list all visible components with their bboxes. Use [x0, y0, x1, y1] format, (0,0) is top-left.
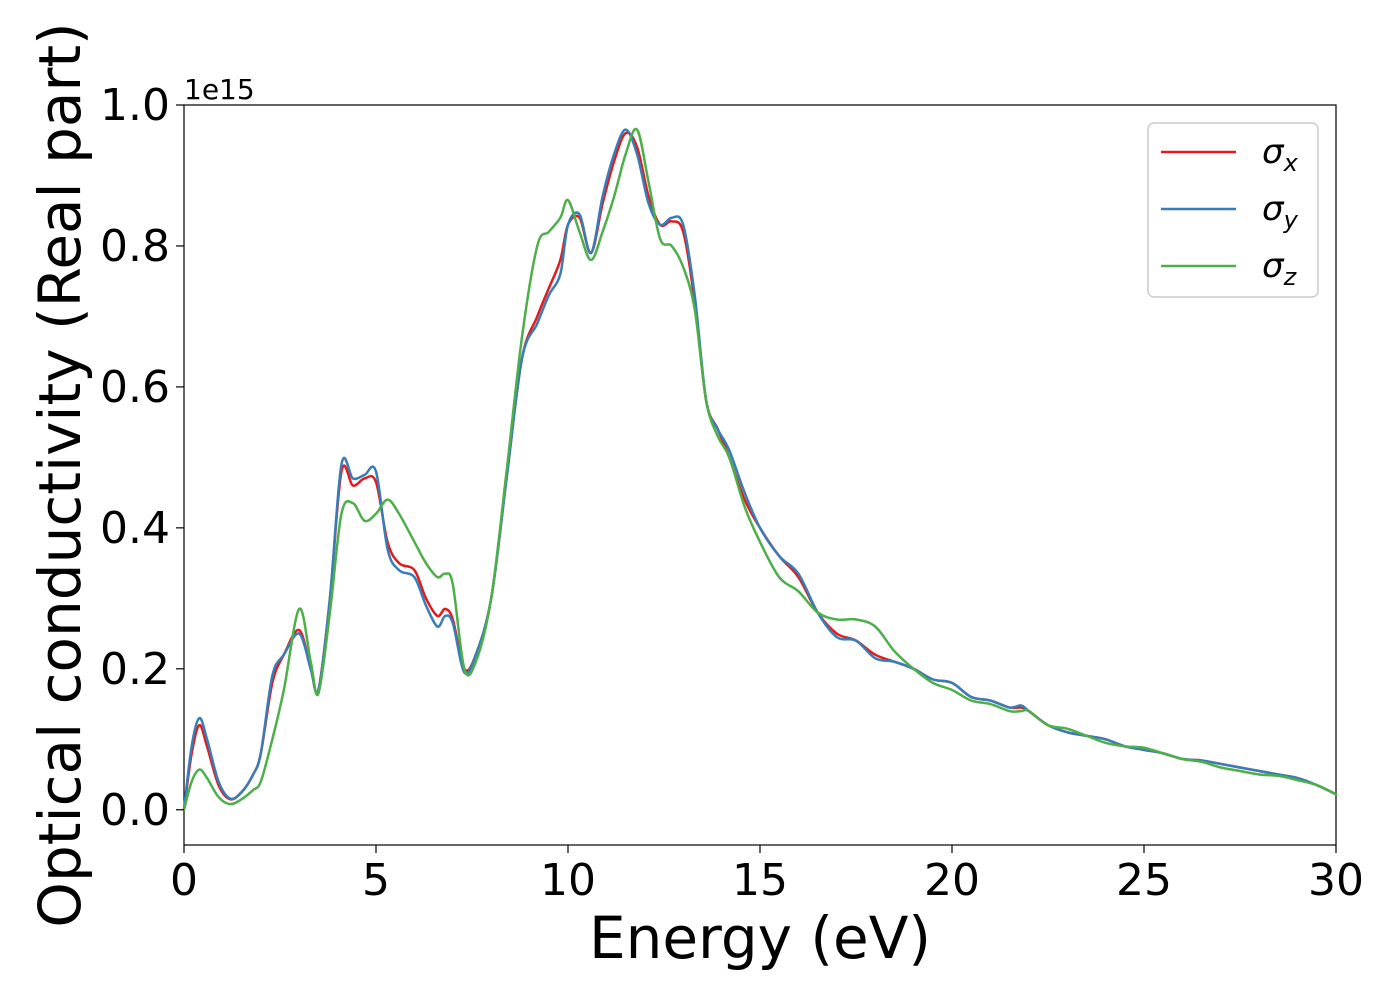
x-axis-title: Energy (eV) — [589, 904, 931, 972]
legend-label-sigma-y: σy — [1262, 189, 1299, 234]
y-tick-label: 0.0 — [100, 785, 170, 836]
y-axis: 0.0 0.2 0.4 0.6 0.8 1.0 — [100, 80, 184, 836]
legend-subscript: x — [1283, 149, 1299, 177]
y-tick-label: 0.8 — [100, 221, 170, 272]
x-axis: 0 5 10 15 20 25 30 — [170, 845, 1364, 906]
legend-subscript: y — [1283, 206, 1299, 234]
x-tick-label: 20 — [924, 855, 980, 906]
y-tick-label: 0.2 — [100, 644, 170, 695]
y-axis-title: Optical conductivity (Real part) — [26, 22, 94, 927]
legend-subscript: z — [1283, 263, 1298, 291]
x-tick-label: 25 — [1116, 855, 1172, 906]
legend-label-sigma-z: σz — [1262, 246, 1298, 291]
x-tick-label: 10 — [540, 855, 596, 906]
y-tick-label: 0.4 — [100, 503, 170, 554]
legend-symbol: σ — [1262, 246, 1285, 286]
y-offset-label: 1e15 — [184, 73, 255, 106]
legend-label-sigma-x: σx — [1262, 132, 1299, 177]
x-tick-label: 5 — [362, 855, 390, 906]
y-tick-label: 1.0 — [100, 80, 170, 131]
x-tick-label: 0 — [170, 855, 198, 906]
legend-symbol: σ — [1262, 132, 1285, 172]
y-tick-label: 0.6 — [100, 362, 170, 413]
series-line-sigma-z — [182, 127, 1338, 812]
series-layer — [182, 127, 1338, 812]
x-tick-label: 15 — [732, 855, 788, 906]
x-tick-label: 30 — [1308, 855, 1364, 906]
legend-symbol: σ — [1262, 189, 1285, 229]
